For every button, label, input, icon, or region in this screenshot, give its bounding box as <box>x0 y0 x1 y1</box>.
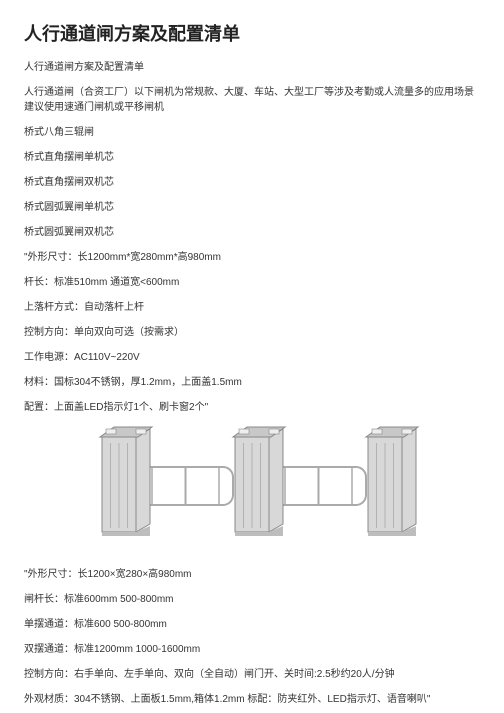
spec-lines-bottom: "外形尺寸：长1200×宽280×高980mm 闸杆长：标准600mm 500-8… <box>24 567 480 707</box>
spec-line: 桥式圆弧翼闸单机芯 <box>24 200 480 215</box>
spec-line: 工作电源：AC110V~220V <box>24 350 480 365</box>
spec-line: 闸杆长：标准600mm 500-800mm <box>24 592 480 607</box>
spec-line: 桥式圆弧翼闸双机芯 <box>24 225 480 240</box>
page-title: 人行通道闸方案及配置清单 <box>24 20 480 46</box>
spec-line: 材料：国标304不锈钢，厚1.2mm，上面盖1.5mm <box>24 375 480 390</box>
spec-lines-top: 人行通道闸方案及配置清单人行通道闸（合资工厂）以下闸机为常规款、大厦、车站、大型… <box>24 60 480 415</box>
spec-line: 人行通道闸（合资工厂）以下闸机为常规款、大厦、车站、大型工厂等涉及考勤或人流量多… <box>24 85 480 115</box>
spec-line: "外形尺寸：长1200×宽280×高980mm <box>24 567 480 582</box>
spec-line: 桥式八角三辊闸 <box>24 125 480 140</box>
spec-line: 控制方向：单向双向可选（按需求） <box>24 325 480 340</box>
spec-line: 桥式直角摆闸双机芯 <box>24 175 480 190</box>
spec-line: "外形尺寸：长1200mm*宽280mm*高980mm <box>24 250 480 265</box>
spec-line: 人行通道闸方案及配置清单 <box>24 60 480 75</box>
spec-line: 上落杆方式：自动落杆上杆 <box>24 300 480 315</box>
spec-line: 配置：上面盖LED指示灯1个、刷卡窗2个" <box>24 400 480 415</box>
spec-line: 杆长：标准510mm 通道宽<600mm <box>24 275 480 290</box>
turnstile-diagram <box>24 425 480 555</box>
spec-line: 双摆通道：标准1200mm 1000-1600mm <box>24 642 480 657</box>
spec-line: 桥式直角摆闸单机芯 <box>24 150 480 165</box>
spec-line: 单摆通道：标准600 500-800mm <box>24 617 480 632</box>
spec-line: 控制方向：右手单向、左手单向、双向（全自动）闸门开、关时间:2.5秒约20人/分… <box>24 667 480 682</box>
spec-line: 外观材质：304不锈钢、上面板1.5mm,箱体1.2mm 标配：防夹红外、LED… <box>24 692 480 707</box>
